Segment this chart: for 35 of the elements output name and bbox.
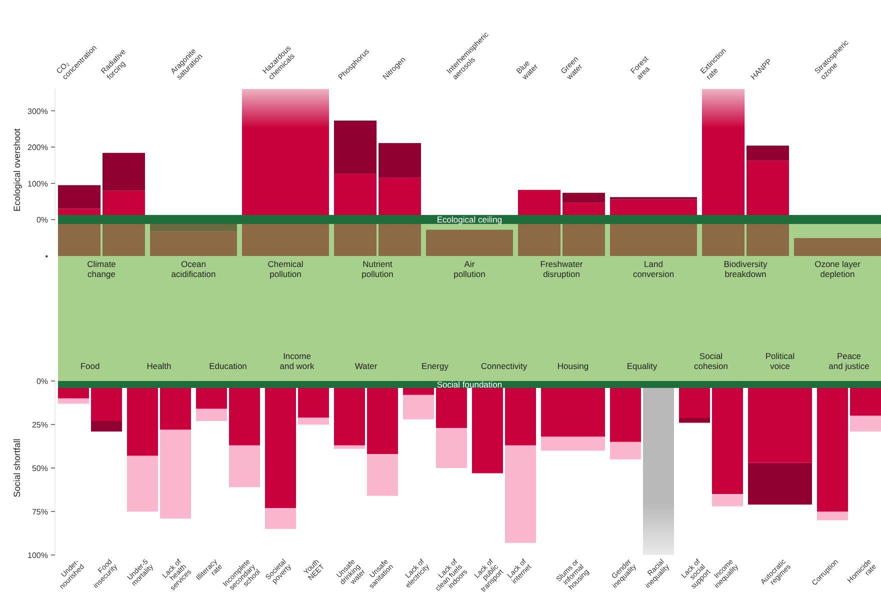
x-tick-label: Climate change: [87, 259, 116, 279]
text: Housing: [557, 361, 589, 371]
x-tick-label: Ocean acidification: [171, 259, 216, 279]
y-tick-label: 25%: [32, 420, 48, 430]
y-tick-label: 50%: [32, 464, 48, 473]
x-tick-label: Nutrient pollution: [362, 259, 394, 279]
x-tick-label: Land conversion: [632, 259, 674, 279]
text: •: [45, 252, 48, 261]
text: Energy: [422, 361, 450, 371]
text: Food: [80, 361, 100, 371]
text: Peace and justice: [828, 351, 870, 371]
y-tick-label: 100%: [28, 551, 48, 560]
x-tick-label: Biodiversity breakdown: [724, 259, 768, 279]
y-tick-label: 300%: [28, 106, 48, 116]
text: Education: [209, 361, 248, 371]
x-tick-label: Air pollution: [454, 259, 486, 279]
text: Connectivity: [480, 361, 528, 371]
y-tick-label: 100%: [28, 179, 48, 188]
text: Political voice: [765, 351, 795, 371]
text: Income and work: [280, 351, 315, 371]
y-axis-title: Ecological overshoot: [12, 128, 22, 212]
y-tick-label: 0%: [36, 216, 48, 225]
y-tick-label: 75%: [32, 508, 48, 516]
y-axis-title: Social shortfall: [12, 438, 22, 498]
band-label: Ecological ceiling: [436, 214, 502, 224]
x-tick-label: Ozone layer depletion: [814, 259, 861, 279]
band-label: Social foundation: [436, 379, 502, 390]
y-tick-label: 0%: [36, 377, 48, 386]
text: Water: [354, 361, 378, 371]
text: Health: [146, 361, 172, 371]
x-tick-label: Chemical pollution: [268, 259, 304, 279]
text: Social cohesion: [694, 351, 728, 371]
text: Equality: [626, 361, 658, 371]
y-tick-label: 200%: [28, 143, 48, 152]
x-tick-label: Freshwater disruption: [540, 259, 583, 279]
